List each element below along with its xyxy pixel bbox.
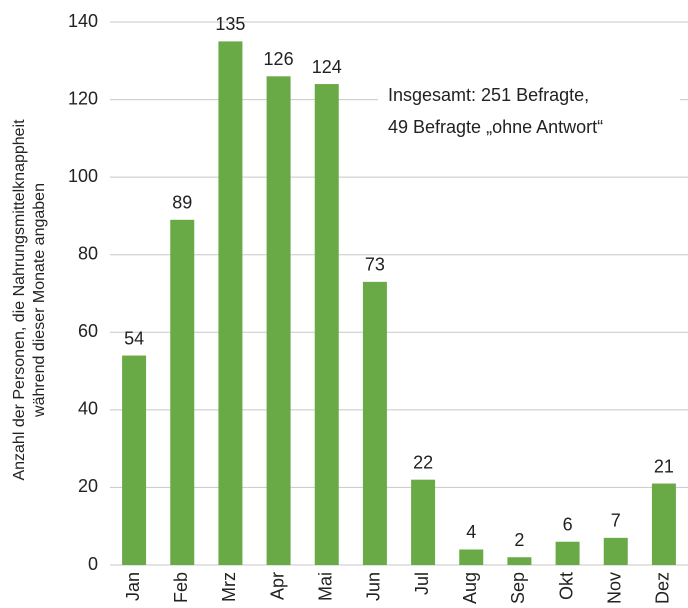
y-tick-label: 120 [68,88,98,108]
annotation-background [378,78,680,142]
data-label: 22 [413,452,433,472]
y-tick-label: 0 [88,554,98,574]
data-label: 73 [365,255,385,275]
data-label: 124 [312,57,342,77]
x-tick-label: Apr [267,572,287,600]
y-tick-label: 140 [68,11,98,31]
x-tick-label: Sep [508,572,528,604]
x-tick-label: Nov [605,572,625,604]
bar [122,355,147,565]
data-label: 7 [611,511,621,531]
bar [555,541,580,565]
x-tick-label: Dez [653,572,673,604]
y-tick-label: 60 [78,321,98,341]
x-tick-label: Mrz [219,572,239,602]
x-tick-label: Okt [556,572,576,600]
bar [507,557,532,565]
x-tick-label: Feb [171,572,191,603]
y-axis-label: Anzahl der Personen, die Nahrungsmittelk… [11,119,28,481]
bar [651,483,676,565]
x-tick-label: Jun [364,572,384,601]
y-tick-label: 40 [78,399,98,419]
data-label: 2 [514,530,524,550]
bar [411,479,436,565]
y-tick-label: 80 [78,243,98,263]
x-tick-label: Aug [460,572,480,604]
bar [459,549,484,565]
x-tick-label: Jul [412,572,432,595]
bar [218,41,243,565]
data-label: 126 [264,49,294,69]
data-label: 135 [215,14,245,34]
data-label: 89 [172,193,192,213]
y-tick-label: 100 [68,166,98,186]
bar [266,76,291,566]
bar [170,219,195,566]
annotation: Insgesamt: 251 Befragte, [388,85,589,105]
x-tick-label: Jan [123,572,143,601]
data-label: 6 [563,514,573,534]
bar [314,84,339,566]
bar [362,281,387,565]
data-label: 54 [124,328,144,348]
annotation: 49 Befragte „ohne Antwort“ [388,117,603,137]
y-axis-label: während dieser Monate angaben [31,183,48,418]
data-label: 21 [654,456,674,476]
bar [603,537,628,565]
y-tick-label: 20 [78,476,98,496]
data-label: 4 [466,522,476,542]
x-tick-label: Mai [316,572,336,601]
